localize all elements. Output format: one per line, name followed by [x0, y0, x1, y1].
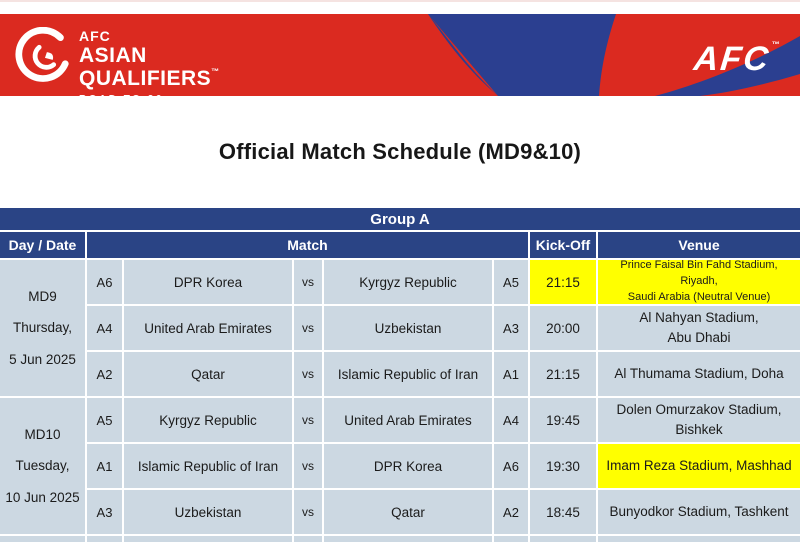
venue-line2: Saudi Arabia (Neutral Venue) — [627, 290, 771, 303]
venue-line1: Dolen Omurzakov Stadium, — [616, 402, 782, 418]
date-label: 10 Jun 2025 — [5, 489, 80, 505]
brand-line2-label: QUALIFIERS™ — [79, 67, 220, 90]
matchday-label: MD10 — [24, 427, 61, 443]
vs-label: vs — [294, 352, 322, 396]
kick-off-time: 21:15 — [530, 352, 596, 396]
away-team: Qatar — [324, 490, 492, 534]
kick-off-time: 20:00 — [530, 306, 596, 350]
venue-cell: Imam Reza Stadium, Mashhad — [598, 444, 800, 488]
home-team: Islamic Republic of Iran — [124, 444, 292, 488]
cut-off-cell — [530, 536, 596, 542]
away-code: A4 — [494, 398, 528, 442]
day-label: Thursday, — [12, 320, 73, 336]
away-team: Islamic Republic of Iran — [324, 352, 492, 396]
column-header-kick-off: Kick-Off — [530, 232, 596, 258]
group-header: Group A — [0, 208, 800, 230]
brand-text: AFC ASIAN QUALIFIERS™ ROAD TO 26 — [79, 17, 220, 96]
venue-cell: Bunyodkor Stadium, Tashkent — [598, 490, 800, 534]
kick-off-time: 19:45 — [530, 398, 596, 442]
brand-line2-text: QUALIFIERS — [79, 67, 212, 90]
brand-line1-label: ASIAN — [79, 44, 147, 67]
venue-cell: Al Thumama Stadium, Doha — [598, 352, 800, 396]
vs-label: vs — [294, 398, 322, 442]
away-code: A5 — [494, 260, 528, 304]
afc-wordmark-text: AFC — [692, 40, 773, 78]
home-team: Uzbekistan — [124, 490, 292, 534]
home-team: Kyrgyz Republic — [124, 398, 292, 442]
home-team: DPR Korea — [124, 260, 292, 304]
away-team: Kyrgyz Republic — [324, 260, 492, 304]
away-team: DPR Korea — [324, 444, 492, 488]
kick-off-time: 21:15 — [530, 260, 596, 304]
home-code: A4 — [87, 306, 122, 350]
venue-line1: Prince Faisal Bin Fahd Stadium, Riyadh, — [620, 259, 778, 288]
schedule-body: MD9 Thursday, 5 Jun 2025 A6 DPR Korea vs… — [0, 259, 800, 534]
cut-off-row — [0, 536, 800, 542]
title-section: Official Match Schedule (MD9&10) — [0, 96, 800, 208]
qualifiers-emblem-icon — [15, 27, 69, 82]
trademark-symbol: ™ — [211, 67, 220, 76]
day-label: Tuesday, — [15, 458, 70, 474]
home-code: A6 — [87, 260, 122, 304]
matchday-label: MD9 — [28, 289, 57, 305]
venue-line2: Abu Dhabi — [667, 330, 731, 345]
afc-wordmark: AFC™ — [692, 40, 780, 79]
brand-afc-label: AFC — [79, 28, 111, 44]
away-code: A1 — [494, 352, 528, 396]
home-code: A3 — [87, 490, 122, 534]
brand-tagline-label: ROAD TO 26 — [79, 95, 220, 97]
venue-line1: Al Thumama Stadium, Doha — [614, 366, 784, 382]
cut-off-cell — [87, 536, 122, 542]
away-code: A6 — [494, 444, 528, 488]
vs-label: vs — [294, 444, 322, 488]
blue-swoosh-graphic — [428, 14, 800, 96]
column-header-venue: Venue — [598, 232, 800, 258]
cut-off-cell — [494, 536, 528, 542]
competition-banner: AFC ASIAN QUALIFIERS™ ROAD TO 26 AFC™ — [0, 14, 800, 96]
cut-off-cell — [294, 536, 322, 542]
home-team: United Arab Emirates — [124, 306, 292, 350]
kick-off-time: 19:30 — [530, 444, 596, 488]
cut-off-cell — [598, 536, 800, 542]
match-schedule-table: Group A Day / Date Match Kick-Off Venue … — [0, 208, 800, 542]
vs-label: vs — [294, 306, 322, 350]
cut-off-cell — [124, 536, 292, 542]
column-header-day-date: Day / Date — [0, 232, 85, 258]
top-strip — [0, 0, 800, 14]
venue-line1: Bunyodkor Stadium, Tashkent — [609, 504, 789, 520]
vs-label: vs — [294, 260, 322, 304]
day-date-cell-md9: MD9 Thursday, 5 Jun 2025 — [0, 260, 85, 396]
venue-cell: Dolen Omurzakov Stadium, Bishkek — [598, 398, 800, 442]
cut-off-cell — [0, 536, 85, 542]
day-date-cell-md10: MD10 Tuesday, 10 Jun 2025 — [0, 398, 85, 534]
home-team: Qatar — [124, 352, 292, 396]
venue-cell: Prince Faisal Bin Fahd Stadium, Riyadh, … — [598, 259, 800, 304]
asian-qualifiers-logo: AFC ASIAN QUALIFIERS™ ROAD TO 26 — [15, 17, 220, 96]
kick-off-time: 18:45 — [530, 490, 596, 534]
away-code: A3 — [494, 306, 528, 350]
venue-cell: Al Nahyan Stadium, Abu Dhabi — [598, 306, 800, 350]
cut-off-cell — [324, 536, 492, 542]
venue-line1: Al Nahyan Stadium, — [639, 310, 759, 326]
vs-label: vs — [294, 490, 322, 534]
afc-trademark-symbol: ™ — [771, 40, 781, 49]
venue-line1: Imam Reza Stadium, Mashhad — [606, 458, 792, 474]
away-team: Uzbekistan — [324, 306, 492, 350]
date-label: 5 Jun 2025 — [9, 351, 76, 367]
column-header-match: Match — [87, 232, 528, 258]
away-code: A2 — [494, 490, 528, 534]
home-code: A1 — [87, 444, 122, 488]
column-header-row: Day / Date Match Kick-Off Venue — [0, 232, 800, 258]
venue-line2: Bishkek — [675, 422, 723, 437]
home-code: A2 — [87, 352, 122, 396]
page-title: Official Match Schedule (MD9&10) — [218, 139, 582, 164]
away-team: United Arab Emirates — [324, 398, 492, 442]
home-code: A5 — [87, 398, 122, 442]
